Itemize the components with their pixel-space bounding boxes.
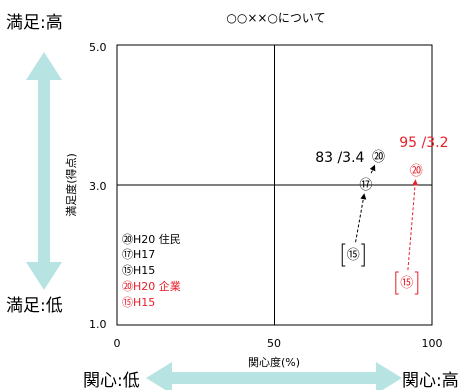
x-tick-label: 0 <box>114 337 121 350</box>
data-point: ⑳ <box>410 164 423 179</box>
point-bracket <box>341 243 365 267</box>
legend-item: ⑰H17 <box>122 248 155 261</box>
satisfaction-axis-arrow <box>26 52 62 290</box>
y-tick-label: 5.0 <box>89 41 107 54</box>
y-tick-label: 1.0 <box>89 318 107 331</box>
data-label: 95 /3.2 <box>399 135 448 151</box>
x-tick-label: 100 <box>422 337 443 350</box>
legend-item: ⑮H15 <box>122 296 155 309</box>
data-label: 83 /3.4 <box>315 150 364 166</box>
interest-axis-arrow <box>146 362 402 390</box>
data-point: ⑰ <box>359 178 372 193</box>
y-tick-label: 3.0 <box>89 180 107 193</box>
trend-arrow <box>407 179 419 271</box>
legend-item: ⑮H15 <box>122 264 155 277</box>
label-satisfaction-low: 満足:低 <box>6 296 63 316</box>
x-tick-label: 50 <box>267 337 281 350</box>
data-point: ⑳ <box>372 150 385 165</box>
label-satisfaction-high: 満足:高 <box>6 13 63 33</box>
trend-arrow <box>369 164 376 174</box>
label-interest-high: 関心:高 <box>402 371 459 390</box>
y-axis-title: 満足度(得点) <box>64 153 78 217</box>
chart-title: ○○××○について <box>226 11 325 25</box>
data-point: ⑮ <box>400 276 413 291</box>
point-bracket <box>395 271 419 295</box>
legend-item: ⑳H20 住民 <box>122 232 181 246</box>
data-point: ⑮ <box>347 248 360 263</box>
legend-item: ⑳H20 企業 <box>122 279 181 293</box>
x-axis-title: 関心度(%) <box>248 355 300 369</box>
label-interest-low: 関心:低 <box>83 371 140 390</box>
trend-arrow <box>355 193 367 243</box>
